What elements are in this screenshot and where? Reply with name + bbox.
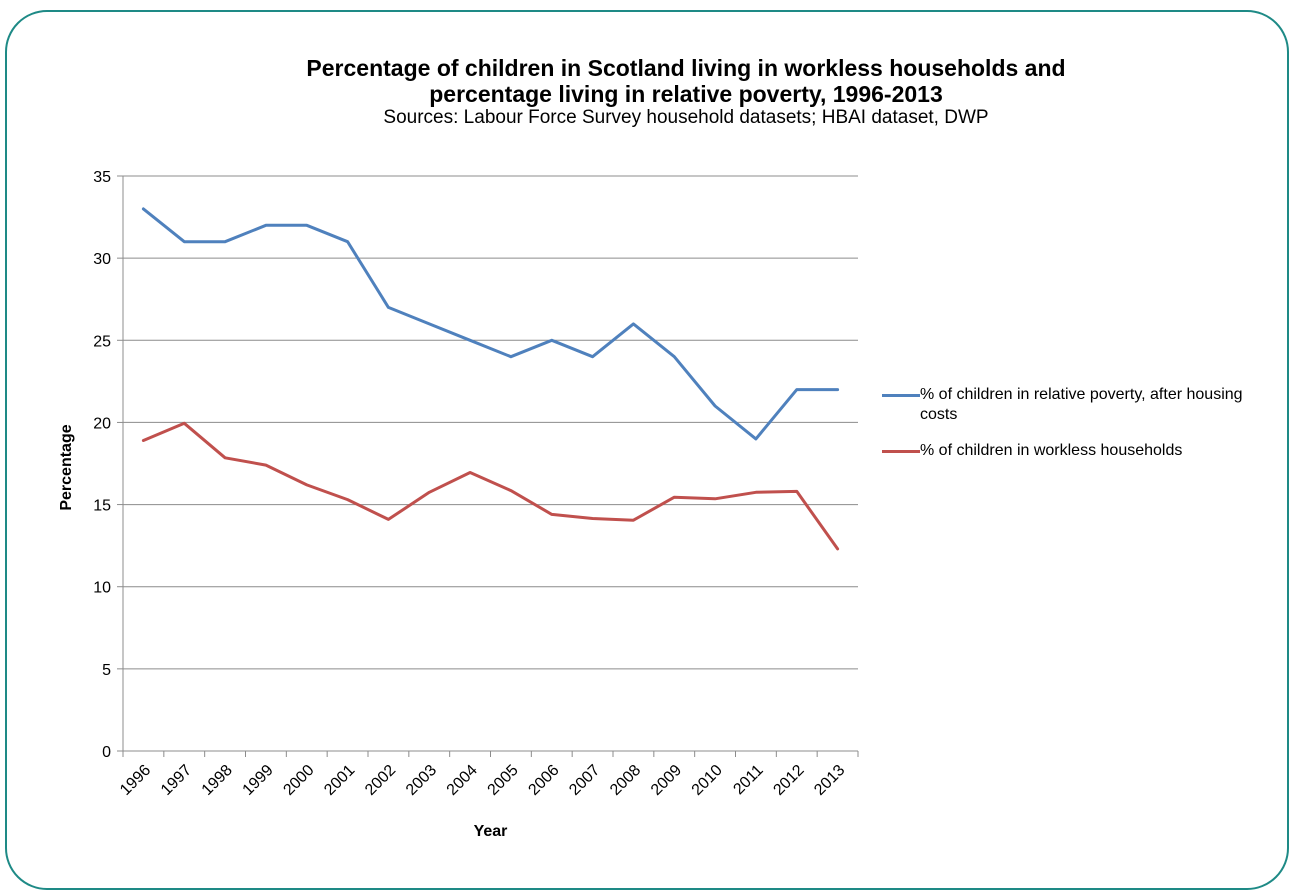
- x-axis-title: Year: [474, 823, 508, 840]
- series-lines: [141, 207, 840, 551]
- x-tick-label-2004: 2004: [444, 762, 481, 799]
- y-tick-label-30: 30: [93, 251, 111, 268]
- chart-frame: [5, 10, 1289, 890]
- y-tick-label-5: 5: [102, 662, 111, 679]
- legend-item-poverty: % of children in relative poverty, after…: [882, 385, 1280, 425]
- y-axis-ticks: 0 5 10 15 20 25 30 35: [93, 169, 111, 761]
- chart-subtitle: Sources: Labour Force Survey household d…: [383, 107, 989, 128]
- legend-item-workless: % of children in workless households: [882, 441, 1280, 461]
- y-tick-label-20: 20: [93, 415, 111, 432]
- y-tick-label-35: 35: [93, 169, 111, 186]
- x-tick-label-1998: 1998: [199, 762, 236, 799]
- series-line-0: [141, 207, 840, 441]
- chart-title-line-2: percentage living in relative poverty, 1…: [429, 81, 943, 107]
- legend-swatch-poverty: [882, 394, 920, 397]
- legend-label-workless: % of children in workless households: [920, 442, 1183, 459]
- x-tick-label-2013: 2013: [811, 762, 848, 799]
- legend-label-poverty: % of children in relative poverty, after…: [920, 386, 1243, 423]
- y-tick-label-25: 25: [93, 333, 111, 350]
- x-tick-label-1996: 1996: [117, 762, 154, 799]
- x-tick-label-2010: 2010: [689, 762, 726, 799]
- legend-swatch-workless: [882, 450, 920, 453]
- x-tick-label-2000: 2000: [280, 762, 317, 799]
- x-tick-label-2002: 2002: [362, 762, 399, 799]
- x-tick-label-1999: 1999: [240, 762, 277, 799]
- series-line-1: [141, 421, 840, 551]
- chart-title-line-1: Percentage of children in Scotland livin…: [306, 55, 1066, 81]
- gridlines: [123, 175, 858, 670]
- x-tick-label-2003: 2003: [403, 762, 440, 799]
- x-axis-ticks: 1996 1997 1998 1999 2000 2001 2002 2003 2004 2005…: [117, 762, 848, 799]
- axes: [117, 175, 859, 757]
- x-tick-label-2009: 2009: [648, 762, 685, 799]
- y-tick-label-0: 0: [102, 744, 111, 761]
- y-axis-title: Percentage: [58, 424, 75, 510]
- chart-title: Percentage of children in Scotland livin…: [0, 55, 1292, 129]
- x-tick-label-2001: 2001: [321, 762, 358, 799]
- x-tick-label-1997: 1997: [158, 762, 195, 799]
- y-tick-label-15: 15: [93, 498, 111, 515]
- x-tick-label-2008: 2008: [607, 762, 644, 799]
- y-tick-label-10: 10: [93, 580, 111, 597]
- x-tick-label-2011: 2011: [730, 762, 766, 798]
- x-tick-label-2012: 2012: [770, 762, 807, 799]
- x-tick-label-2006: 2006: [525, 762, 562, 799]
- x-tick-label-2005: 2005: [485, 762, 522, 799]
- x-tick-label-2007: 2007: [566, 762, 603, 799]
